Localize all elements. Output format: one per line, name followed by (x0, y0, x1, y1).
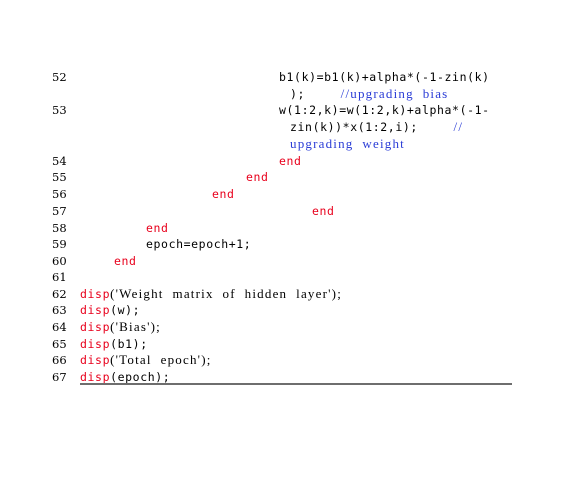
code-line: 58 end (0, 220, 578, 236)
code-token: (w); (110, 303, 141, 317)
code-token: (epoch); (110, 370, 171, 384)
code-line: 56 end (0, 186, 578, 202)
comment-token: upgrading weight (290, 136, 405, 151)
line-number: 55 (52, 170, 67, 184)
line-number: 54 (52, 154, 67, 168)
code-text: end (114, 253, 137, 269)
code-text: disp('Total epoch'); (80, 352, 212, 368)
code-line: 55 end (0, 169, 578, 185)
code-line: 64 disp('Bias'); (0, 319, 578, 335)
line-number: 65 (52, 337, 67, 351)
code-text: b1(k)=b1(k)+alpha*(-1-zin(k) (279, 69, 490, 85)
code-line: 57 end (0, 203, 578, 219)
keyword-token: disp (80, 303, 111, 317)
line-number: 63 (52, 303, 67, 317)
keyword-token: end (114, 254, 137, 268)
code-token: (b1); (110, 337, 148, 351)
line-number: 58 (52, 221, 67, 235)
code-token: ); (290, 87, 306, 101)
code-line: 59 epoch=epoch+1; (0, 236, 578, 252)
comment-token: // (417, 119, 464, 134)
code-line: 67 disp(epoch); (0, 369, 578, 385)
code-text: end (146, 220, 169, 236)
code-token: ('Bias'); (110, 319, 161, 334)
code-token: zin(k))*x(1:2,i); (290, 120, 418, 134)
keyword-token: disp (80, 287, 111, 301)
line-number: 56 (52, 187, 67, 201)
code-text: epoch=epoch+1; (146, 236, 251, 252)
keyword-token: end (146, 221, 169, 235)
code-line: 53 w(1:2,k)=w(1:2,k)+alpha*(-1- (0, 102, 578, 118)
code-line: upgrading weight (0, 136, 578, 152)
line-number: 52 (52, 70, 67, 84)
code-line: zin(k))*x(1:2,i); // (0, 119, 578, 135)
code-token: ('Total epoch'); (110, 352, 212, 367)
code-text: end (312, 203, 335, 219)
code-line: 65 disp(b1); (0, 336, 578, 352)
code-text: end (246, 169, 269, 185)
keyword-token: disp (80, 320, 111, 334)
keyword-token: end (246, 170, 269, 184)
keyword-token: disp (80, 337, 111, 351)
keyword-token: end (212, 187, 235, 201)
line-number: 64 (52, 320, 67, 334)
comment-token: //upgrading bias (305, 86, 449, 101)
code-text: ); //upgrading bias (290, 86, 448, 102)
code-text: disp(b1); (80, 336, 148, 352)
code-text: disp(w); (80, 302, 140, 318)
code-token: b1(k)=b1(k)+alpha*(-1-zin(k) (279, 70, 490, 84)
line-number: 67 (52, 370, 67, 384)
code-line: 61 (0, 269, 578, 285)
code-text: w(1:2,k)=w(1:2,k)+alpha*(-1- (279, 102, 490, 118)
code-token: ('Weight matrix of hidden layer'); (110, 286, 343, 301)
code-text: disp('Weight matrix of hidden layer'); (80, 286, 342, 302)
code-line: 54 end (0, 153, 578, 169)
code-text: end (212, 186, 235, 202)
keyword-token: disp (80, 353, 111, 367)
keyword-token: disp (80, 370, 111, 384)
line-number: 66 (52, 353, 67, 367)
code-token: epoch=epoch+1; (146, 237, 252, 251)
line-number: 59 (52, 237, 67, 251)
code-text: upgrading weight (290, 136, 405, 152)
line-number: 53 (52, 103, 67, 117)
code-line: 52 b1(k)=b1(k)+alpha*(-1-zin(k) (0, 69, 578, 85)
code-text: disp(epoch); (80, 369, 170, 385)
line-number: 61 (52, 270, 67, 284)
line-number: 57 (52, 204, 67, 218)
listing-bottom-rule (80, 383, 512, 385)
code-text: disp('Bias'); (80, 319, 161, 335)
code-token: w(1:2,k)=w(1:2,k)+alpha*(-1- (279, 103, 490, 117)
code-text: zin(k))*x(1:2,i); // (290, 119, 463, 135)
code-line: 63 disp(w); (0, 302, 578, 318)
line-number: 62 (52, 287, 67, 301)
code-line: ); //upgrading bias (0, 86, 578, 102)
keyword-token: end (312, 204, 335, 218)
keyword-token: end (279, 154, 302, 168)
code-text: end (279, 153, 302, 169)
line-number: 60 (52, 254, 67, 268)
code-line: 60 end (0, 253, 578, 269)
code-line: 62 disp('Weight matrix of hidden layer'); (0, 286, 578, 302)
code-line: 66 disp('Total epoch'); (0, 352, 578, 368)
